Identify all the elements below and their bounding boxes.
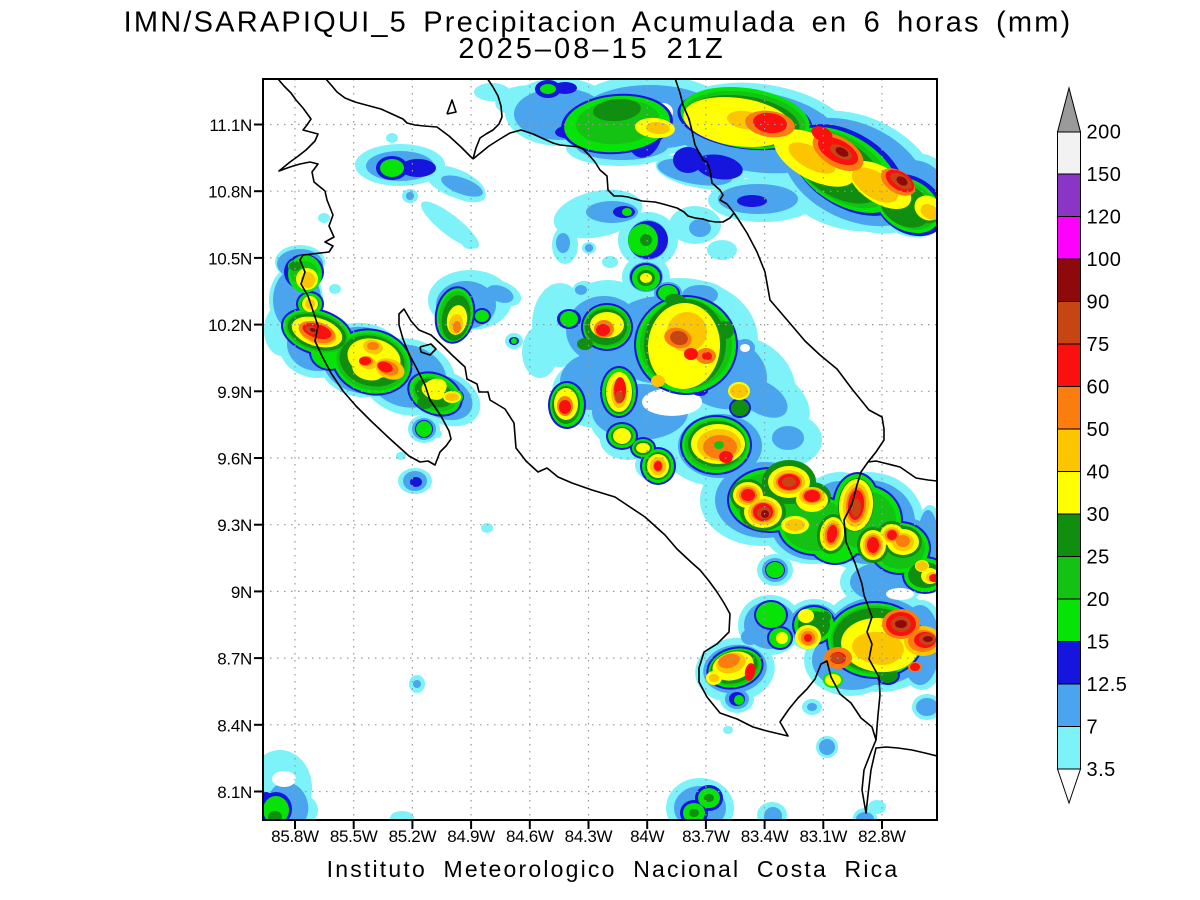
svg-text:85.8W: 85.8W — [271, 827, 319, 846]
svg-text:8.4N: 8.4N — [217, 716, 252, 735]
svg-text:8.1N: 8.1N — [217, 783, 252, 802]
svg-text:84.6W: 84.6W — [506, 827, 554, 846]
svg-text:90: 90 — [1087, 292, 1110, 314]
svg-text:83.7W: 83.7W — [682, 827, 730, 846]
svg-text:10.2N: 10.2N — [208, 316, 252, 335]
svg-text:85.5W: 85.5W — [330, 827, 378, 846]
svg-text:100: 100 — [1087, 249, 1122, 271]
svg-text:40: 40 — [1087, 462, 1110, 484]
svg-text:75: 75 — [1087, 334, 1110, 356]
svg-text:9.6N: 9.6N — [217, 450, 252, 469]
svg-text:2025–08–15 21Z: 2025–08–15 21Z — [458, 33, 725, 65]
svg-text:200: 200 — [1087, 122, 1122, 144]
svg-text:83.4W: 83.4W — [741, 827, 789, 846]
svg-text:10.5N: 10.5N — [208, 249, 252, 268]
svg-text:82.8W: 82.8W — [858, 827, 906, 846]
svg-text:3.5: 3.5 — [1087, 759, 1116, 781]
svg-text:7: 7 — [1087, 717, 1099, 739]
svg-text:150: 150 — [1087, 164, 1122, 186]
svg-text:84.9W: 84.9W — [447, 827, 495, 846]
svg-text:IMN/SARAPIQUI_5 Precipitacion: IMN/SARAPIQUI_5 Precipitacion Acumulada … — [124, 7, 1073, 39]
svg-text:15: 15 — [1087, 632, 1110, 654]
svg-text:83.1W: 83.1W — [799, 827, 847, 846]
svg-text:Instituto Meteorologico Nacion: Instituto Meteorologico Nacional Costa R… — [327, 856, 900, 882]
svg-text:9.3N: 9.3N — [217, 516, 252, 535]
svg-text:10.8N: 10.8N — [208, 183, 252, 202]
svg-text:84.3W: 84.3W — [565, 827, 613, 846]
svg-text:12.5: 12.5 — [1087, 674, 1128, 696]
svg-text:25: 25 — [1087, 547, 1110, 569]
svg-text:60: 60 — [1087, 377, 1110, 399]
svg-text:8.7N: 8.7N — [217, 650, 252, 669]
svg-text:120: 120 — [1087, 207, 1122, 229]
svg-text:9N: 9N — [231, 583, 252, 602]
svg-text:84W: 84W — [630, 827, 664, 846]
svg-text:9.9N: 9.9N — [217, 383, 252, 402]
svg-text:85.2W: 85.2W — [389, 827, 437, 846]
svg-text:11.1N: 11.1N — [209, 116, 252, 135]
svg-text:30: 30 — [1087, 504, 1110, 526]
svg-text:20: 20 — [1087, 589, 1110, 611]
svg-text:50: 50 — [1087, 419, 1110, 441]
